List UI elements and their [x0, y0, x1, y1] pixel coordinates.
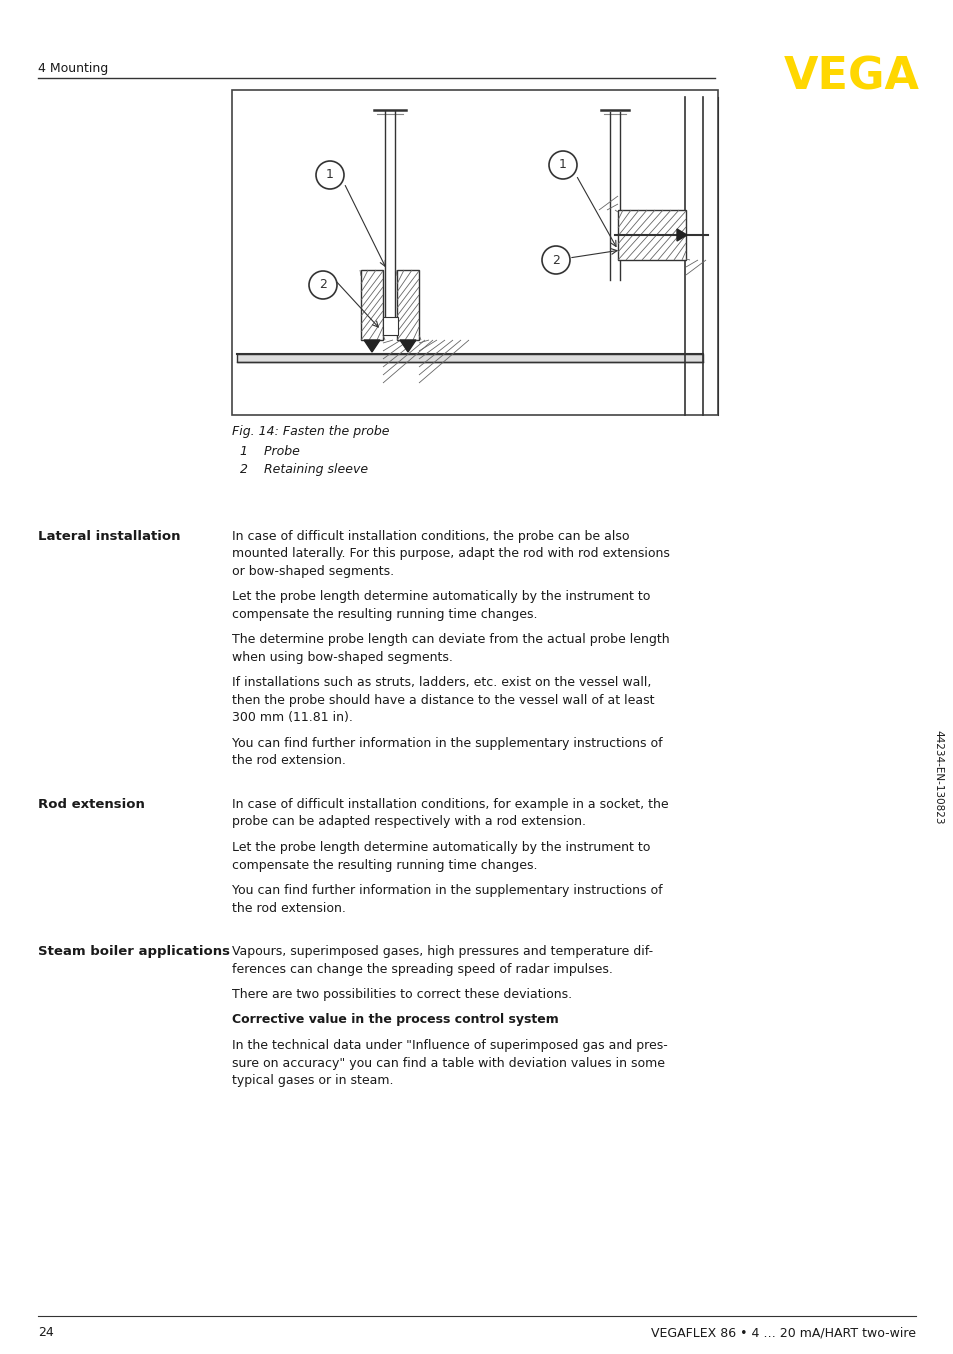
Bar [236, 353, 702, 362]
Bar [232, 89, 718, 414]
Text: There are two possibilities to correct these deviations.: There are two possibilities to correct t… [232, 988, 572, 1001]
Text: sure on accuracy" you can find a table with deviation values in some: sure on accuracy" you can find a table w… [232, 1056, 664, 1070]
Bar [618, 210, 685, 260]
Bar [360, 269, 382, 340]
Text: Rod extension: Rod extension [38, 798, 145, 811]
Text: then the probe should have a distance to the vessel wall of at least: then the probe should have a distance to… [232, 695, 654, 707]
Text: 2    Retaining sleeve: 2 Retaining sleeve [240, 463, 368, 477]
Text: compensate the resulting running time changes.: compensate the resulting running time ch… [232, 858, 537, 872]
Text: 300 mm (11.81 in).: 300 mm (11.81 in). [232, 711, 353, 724]
Text: 1    Probe: 1 Probe [240, 445, 299, 458]
Text: Fig. 14: Fasten the probe: Fig. 14: Fasten the probe [232, 425, 389, 437]
Text: VEGA: VEGA [783, 56, 919, 97]
Text: Lateral installation: Lateral installation [38, 529, 180, 543]
Text: Let the probe length determine automatically by the instrument to: Let the probe length determine automatic… [232, 841, 650, 854]
Bar [382, 317, 397, 334]
Text: the rod extension.: the rod extension. [232, 754, 346, 768]
Polygon shape [399, 340, 416, 352]
Text: 1: 1 [558, 158, 566, 172]
Text: In case of difficult installation conditions, for example in a socket, the: In case of difficult installation condit… [232, 798, 668, 811]
Text: compensate the resulting running time changes.: compensate the resulting running time ch… [232, 608, 537, 621]
Text: mounted laterally. For this purpose, adapt the rod with rod extensions: mounted laterally. For this purpose, ada… [232, 547, 669, 561]
Text: In the technical data under "Influence of superimposed gas and pres-: In the technical data under "Influence o… [232, 1039, 667, 1052]
Text: probe can be adapted respectively with a rod extension.: probe can be adapted respectively with a… [232, 815, 585, 829]
Text: 1: 1 [326, 168, 334, 181]
Text: You can find further information in the supplementary instructions of: You can find further information in the … [232, 884, 662, 896]
Text: 44234-EN-130823: 44234-EN-130823 [932, 730, 942, 825]
Text: In case of difficult installation conditions, the probe can be also: In case of difficult installation condit… [232, 529, 629, 543]
Text: 4 Mounting: 4 Mounting [38, 62, 108, 74]
Text: You can find further information in the supplementary instructions of: You can find further information in the … [232, 737, 662, 750]
Text: If installations such as struts, ladders, etc. exist on the vessel wall,: If installations such as struts, ladders… [232, 677, 651, 689]
Text: when using bow-shaped segments.: when using bow-shaped segments. [232, 651, 453, 663]
Text: The determine probe length can deviate from the actual probe length: The determine probe length can deviate f… [232, 634, 669, 646]
Text: ferences can change the spreading speed of radar impulses.: ferences can change the spreading speed … [232, 963, 612, 975]
Text: Corrective value in the process control system: Corrective value in the process control … [232, 1014, 558, 1026]
Polygon shape [677, 229, 686, 241]
Text: VEGAFLEX 86 • 4 … 20 mA/HART two-wire: VEGAFLEX 86 • 4 … 20 mA/HART two-wire [650, 1326, 915, 1339]
Text: 24: 24 [38, 1326, 53, 1339]
Text: typical gases or in steam.: typical gases or in steam. [232, 1074, 393, 1087]
Text: the rod extension.: the rod extension. [232, 902, 346, 914]
Text: Vapours, superimposed gases, high pressures and temperature dif-: Vapours, superimposed gases, high pressu… [232, 945, 653, 959]
Polygon shape [364, 340, 379, 352]
Text: 2: 2 [552, 253, 559, 267]
Bar [396, 269, 418, 340]
Text: or bow-shaped segments.: or bow-shaped segments. [232, 565, 394, 578]
Text: Let the probe length determine automatically by the instrument to: Let the probe length determine automatic… [232, 590, 650, 604]
Text: Steam boiler applications: Steam boiler applications [38, 945, 230, 959]
Text: 2: 2 [318, 279, 327, 291]
